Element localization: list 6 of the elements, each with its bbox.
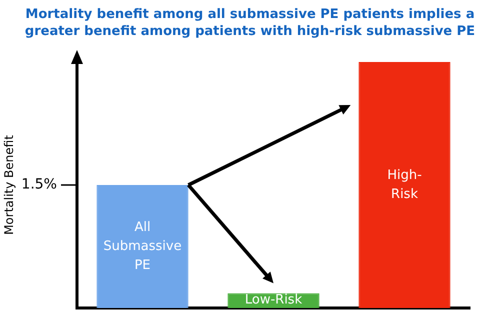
y-axis-title: Mortality Benefit [2, 134, 16, 235]
x-tick-label: High-Risk [387, 168, 422, 202]
x-tick-label: All Submassive PE [103, 220, 182, 273]
x-tick-label: Low-Risk [244, 292, 303, 308]
text: 1.5% [21, 176, 57, 193]
chart-title: Mortality benefit among all submassive PE patients implies a greater benefit among patients with high-risk submassive PE [24, 6, 476, 40]
